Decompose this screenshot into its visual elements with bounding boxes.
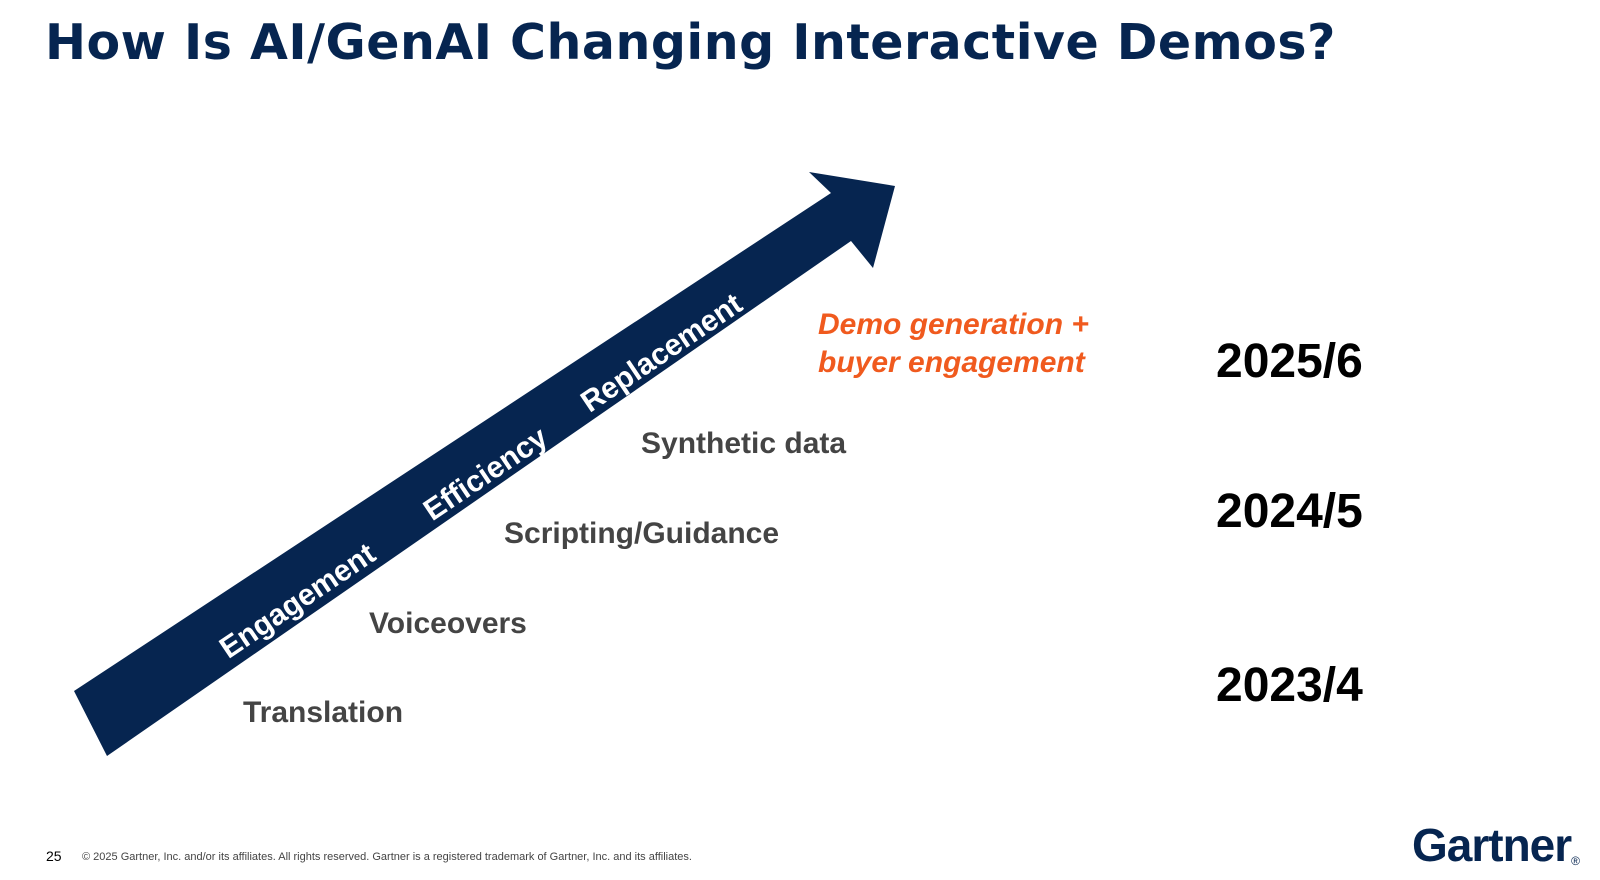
step-translation: Translation: [243, 696, 404, 729]
progress-arrow: [74, 172, 895, 756]
step-synthetic-data: Synthetic data: [641, 427, 847, 460]
copyright-notice: © 2025 Gartner, Inc. and/or its affiliat…: [82, 851, 692, 863]
highlight-line-2: buyer engagement: [818, 346, 1085, 379]
highlight-line-1: Demo generation +: [818, 308, 1089, 341]
year-2025-6: 2025/6: [1216, 335, 1363, 388]
logo-text: Gartner: [1412, 819, 1572, 871]
page-number: 25: [46, 848, 62, 864]
highlight-demo-generation: Demo generation + buyer engagement: [818, 306, 1089, 382]
registered-mark: ®: [1571, 854, 1581, 868]
year-2024-5: 2024/5: [1216, 485, 1363, 538]
year-2023-4: 2023/4: [1216, 659, 1363, 712]
step-scripting-guidance: Scripting/Guidance: [504, 517, 780, 550]
gartner-logo: Gartner®: [1412, 818, 1580, 872]
slide-title: How Is AI/GenAI Changing Interactive Dem…: [45, 14, 1336, 71]
step-voiceovers: Voiceovers: [369, 607, 527, 640]
